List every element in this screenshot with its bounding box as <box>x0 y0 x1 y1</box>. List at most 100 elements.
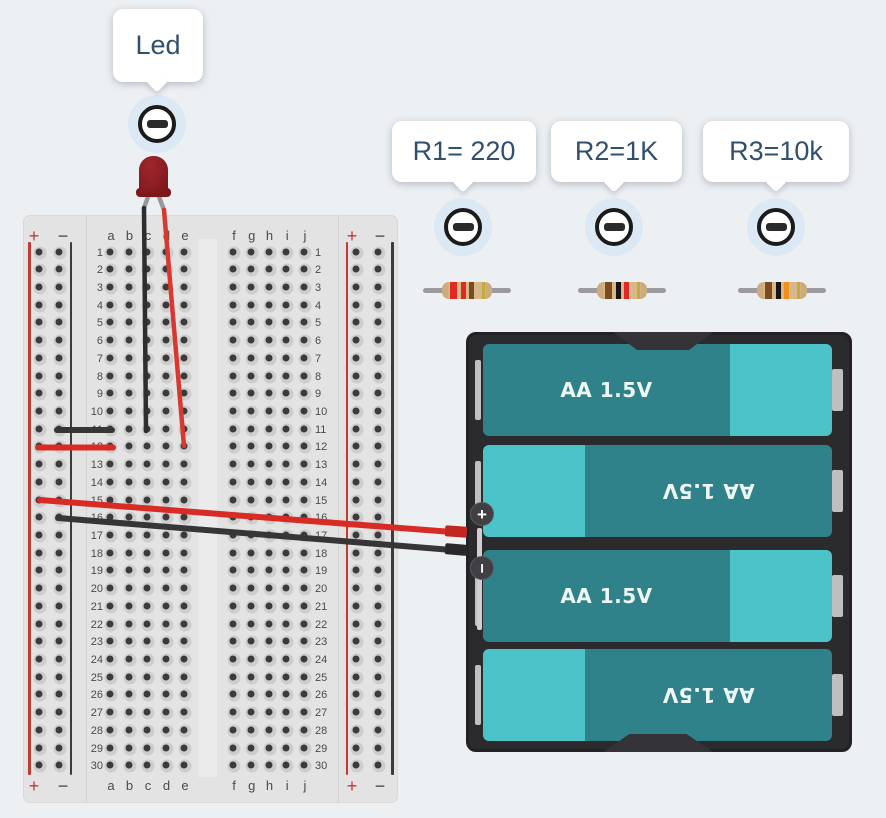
breadboard-hole[interactable] <box>263 352 276 366</box>
breadboard-hole[interactable] <box>104 352 118 366</box>
breadboard-hole[interactable] <box>160 405 173 419</box>
breadboard-hole[interactable] <box>160 423 173 437</box>
breadboard-hole[interactable] <box>263 671 276 685</box>
breadboard-hole[interactable] <box>178 387 192 401</box>
breadboard-hole[interactable] <box>263 706 276 720</box>
breadboard-hole[interactable] <box>227 387 241 401</box>
breadboard-hole[interactable] <box>263 246 276 259</box>
breadboard-hole[interactable] <box>298 671 312 685</box>
breadboard-hole[interactable] <box>372 352 385 366</box>
breadboard-hole[interactable] <box>280 405 294 419</box>
breadboard-hole[interactable] <box>298 511 312 525</box>
breadboard-hole[interactable] <box>160 742 173 756</box>
breadboard-hole[interactable] <box>141 387 155 401</box>
breadboard-hole[interactable] <box>160 688 173 702</box>
breadboard-hole[interactable] <box>178 405 192 419</box>
breadboard-hole[interactable] <box>263 405 276 419</box>
breadboard-hole[interactable] <box>372 529 385 543</box>
breadboard-hole[interactable] <box>245 370 259 384</box>
breadboard-hole[interactable] <box>263 635 276 649</box>
breadboard-hole[interactable] <box>280 511 294 525</box>
breadboard-hole[interactable] <box>245 263 259 277</box>
breadboard-hole[interactable] <box>104 671 118 685</box>
minus-circle-icon-led[interactable] <box>138 105 176 143</box>
breadboard-hole[interactable] <box>298 476 312 490</box>
breadboard-hole[interactable] <box>227 316 241 330</box>
breadboard-hole[interactable] <box>123 316 136 330</box>
breadboard-hole[interactable] <box>280 246 294 259</box>
breadboard-hole[interactable] <box>104 246 118 259</box>
breadboard-hole[interactable] <box>53 263 66 277</box>
breadboard-hole[interactable] <box>123 476 136 490</box>
breadboard-hole[interactable] <box>141 476 155 490</box>
breadboard-hole[interactable] <box>141 600 155 614</box>
breadboard-hole[interactable] <box>263 263 276 277</box>
breadboard-hole[interactable] <box>280 281 294 295</box>
breadboard-hole[interactable] <box>350 511 364 525</box>
breadboard-hole[interactable] <box>123 759 136 773</box>
breadboard-hole[interactable] <box>280 671 294 685</box>
breadboard-hole[interactable] <box>298 263 312 277</box>
breadboard-hole[interactable] <box>280 316 294 330</box>
breadboard-hole[interactable] <box>298 440 312 454</box>
breadboard-hole[interactable] <box>178 299 192 313</box>
breadboard-hole[interactable] <box>178 618 192 632</box>
breadboard-hole[interactable] <box>227 476 241 490</box>
breadboard-hole[interactable] <box>245 494 259 508</box>
breadboard-hole[interactable] <box>298 582 312 596</box>
breadboard-hole[interactable] <box>33 582 47 596</box>
breadboard-hole[interactable] <box>263 458 276 472</box>
breadboard-hole[interactable] <box>227 529 241 543</box>
breadboard-hole[interactable] <box>263 742 276 756</box>
breadboard-hole[interactable] <box>33 476 47 490</box>
breadboard-hole[interactable] <box>53 547 66 561</box>
breadboard-hole[interactable] <box>263 759 276 773</box>
breadboard-hole[interactable] <box>298 564 312 578</box>
breadboard-hole[interactable] <box>245 618 259 632</box>
breadboard-hole[interactable] <box>123 511 136 525</box>
breadboard-hole[interactable] <box>53 529 66 543</box>
breadboard-hole[interactable] <box>123 724 136 738</box>
breadboard-hole[interactable] <box>33 547 47 561</box>
breadboard-hole[interactable] <box>227 582 241 596</box>
breadboard-hole[interactable] <box>245 352 259 366</box>
breadboard-hole[interactable] <box>245 653 259 667</box>
breadboard-hole[interactable] <box>53 405 66 419</box>
breadboard-hole[interactable] <box>263 387 276 401</box>
breadboard-hole[interactable] <box>350 742 364 756</box>
breadboard-hole[interactable] <box>160 352 173 366</box>
breadboard-hole[interactable] <box>178 688 192 702</box>
breadboard-hole[interactable] <box>178 370 192 384</box>
breadboard-hole[interactable] <box>372 263 385 277</box>
breadboard-hole[interactable] <box>245 759 259 773</box>
breadboard-hole[interactable] <box>263 281 276 295</box>
breadboard-hole[interactable] <box>141 440 155 454</box>
breadboard-hole[interactable] <box>178 476 192 490</box>
breadboard-hole[interactable] <box>141 564 155 578</box>
breadboard-hole[interactable] <box>350 618 364 632</box>
battery-negative-terminal[interactable]: − <box>470 556 494 580</box>
breadboard-hole[interactable] <box>123 334 136 348</box>
breadboard-hole[interactable] <box>372 564 385 578</box>
breadboard-hole[interactable] <box>263 423 276 437</box>
breadboard-hole[interactable] <box>298 724 312 738</box>
breadboard-hole[interactable] <box>33 281 47 295</box>
breadboard-hole[interactable] <box>245 600 259 614</box>
breadboard-hole[interactable] <box>141 706 155 720</box>
breadboard-hole[interactable] <box>245 246 259 259</box>
breadboard-hole[interactable] <box>123 706 136 720</box>
breadboard-hole[interactable] <box>123 387 136 401</box>
breadboard-hole[interactable] <box>160 387 173 401</box>
breadboard-hole[interactable] <box>227 263 241 277</box>
breadboard-hole[interactable] <box>280 759 294 773</box>
breadboard-hole[interactable] <box>160 281 173 295</box>
breadboard-hole[interactable] <box>53 759 66 773</box>
breadboard-hole[interactable] <box>298 494 312 508</box>
breadboard-hole[interactable] <box>245 511 259 525</box>
breadboard-hole[interactable] <box>280 458 294 472</box>
breadboard-hole[interactable] <box>160 600 173 614</box>
breadboard-hole[interactable] <box>227 334 241 348</box>
breadboard-hole[interactable] <box>372 547 385 561</box>
breadboard-hole[interactable] <box>227 352 241 366</box>
breadboard-hole[interactable] <box>372 299 385 313</box>
